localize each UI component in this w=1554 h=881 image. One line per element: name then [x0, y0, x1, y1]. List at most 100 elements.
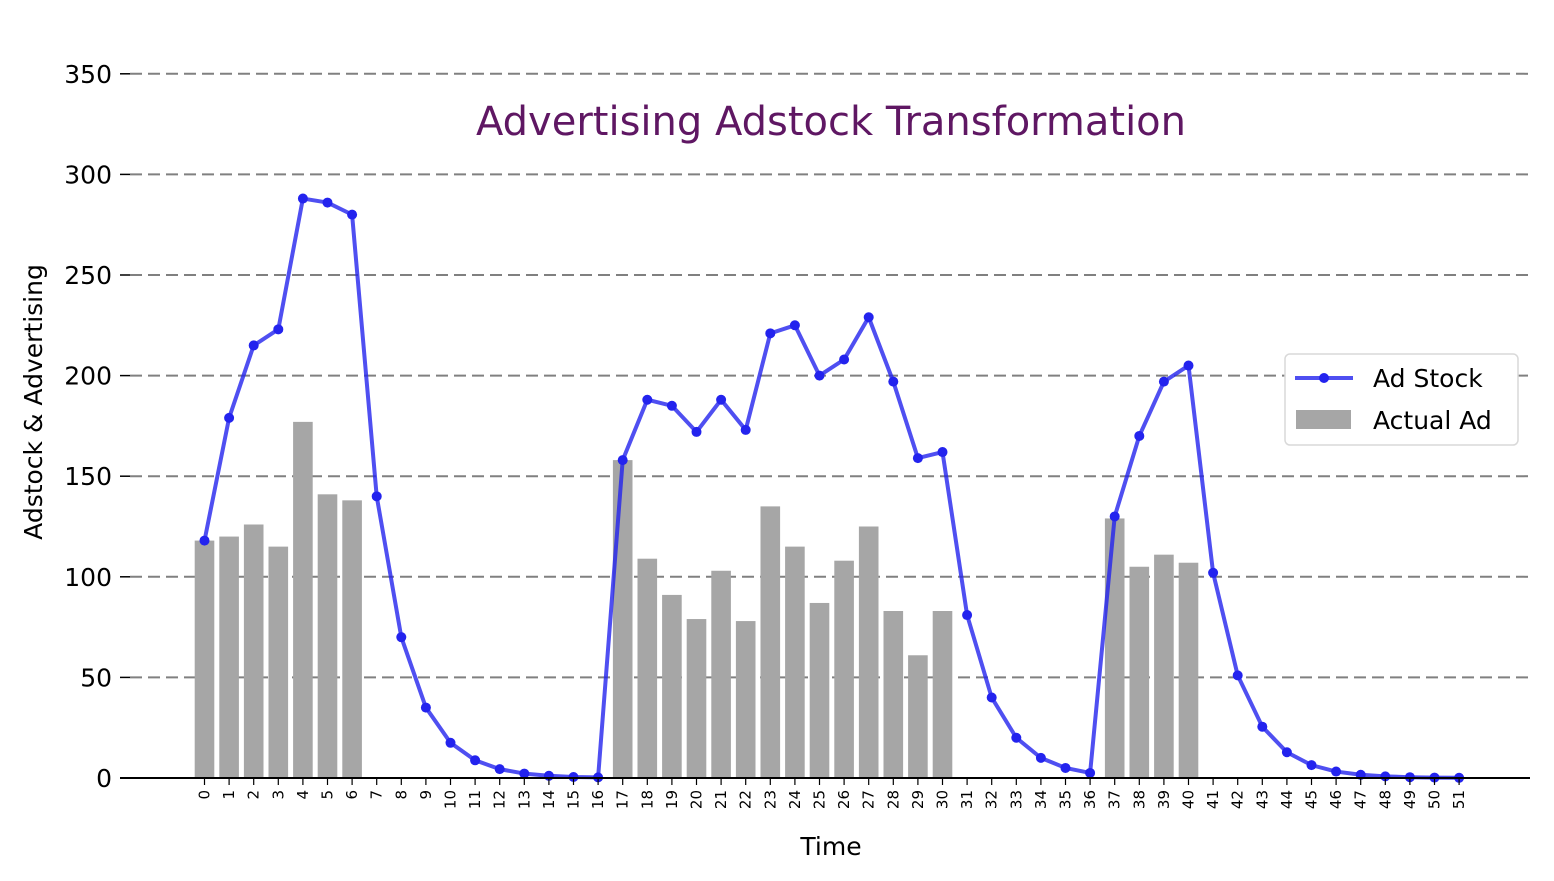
x-tick-label: 30 — [934, 790, 952, 809]
actual-ad-bar — [1129, 566, 1150, 778]
actual-ad-bar — [883, 611, 904, 778]
actual-ad-bar — [293, 421, 313, 778]
x-tick-label: 15 — [565, 790, 583, 809]
x-tick-label: 28 — [884, 790, 902, 809]
legend-ad-stock-label: Ad Stock — [1373, 364, 1483, 393]
x-tick-label: 13 — [515, 790, 533, 809]
actual-ad-bar — [1104, 518, 1125, 778]
x-tick-label: 24 — [786, 790, 804, 809]
ad-stock-point — [789, 320, 800, 331]
x-tick-label: 23 — [761, 790, 779, 809]
actual-ad-bar — [194, 540, 215, 778]
legend: Ad Stock Actual Ad — [1284, 353, 1519, 446]
legend-actual-ad-label: Actual Ad — [1373, 406, 1492, 435]
actual-ad-bar — [858, 526, 879, 778]
x-tick-label: 43 — [1253, 790, 1271, 809]
x-tick-label: 36 — [1081, 790, 1099, 809]
x-tick-label: 25 — [811, 790, 829, 809]
ad-stock-point — [1158, 376, 1169, 387]
x-tick-label: 45 — [1303, 790, 1321, 809]
ad-stock-point — [445, 737, 456, 748]
ad-stock-point — [986, 692, 997, 703]
ad-stock-point — [1011, 732, 1022, 743]
ad-stock-point — [839, 354, 850, 365]
ad-stock-point — [1331, 766, 1342, 777]
actual-ad-bar — [932, 611, 953, 778]
y-tick-label: 300 — [64, 160, 112, 189]
x-tick-label: 48 — [1376, 790, 1394, 809]
ad-stock-point — [617, 455, 628, 466]
x-tick-label: 49 — [1401, 790, 1419, 809]
ad-stock-point — [248, 340, 259, 351]
x-tick-label: 9 — [417, 790, 435, 800]
x-tick-label: 31 — [958, 790, 976, 809]
y-tick-label: 250 — [64, 261, 112, 290]
x-tick-label: 1 — [220, 790, 238, 800]
x-tick-label: 19 — [663, 790, 681, 809]
actual-ad-bar — [268, 546, 289, 778]
ad-stock-point — [494, 764, 505, 775]
y-tick-label: 100 — [64, 563, 112, 592]
actual-ad-bar — [908, 655, 928, 778]
x-tick-label: 14 — [540, 790, 558, 809]
x-tick-label: 51 — [1450, 790, 1468, 809]
x-tick-label: 7 — [368, 790, 386, 800]
ad-stock-point — [1134, 430, 1145, 441]
actual-ad-bar — [219, 536, 239, 778]
ad-stock-point — [716, 394, 727, 405]
x-tick-label: 5 — [319, 790, 337, 800]
ad-stock-point — [297, 193, 308, 204]
ad-stock-point — [666, 400, 677, 411]
legend-actual-ad-swatch — [1296, 410, 1351, 429]
y-tick-label: 150 — [64, 462, 112, 491]
x-tick-label: 34 — [1032, 790, 1050, 809]
ad-stock-line — [202, 196, 1460, 780]
ad-stock-point — [740, 424, 751, 435]
actual-ad-bar — [662, 594, 682, 778]
ad-stock-point — [1232, 670, 1243, 681]
y-tick-label: 0 — [96, 764, 112, 793]
ad-stock-point — [1060, 762, 1071, 773]
x-tick-label: 38 — [1130, 790, 1148, 809]
x-tick-label: 50 — [1426, 790, 1444, 809]
ad-stock-point — [199, 535, 210, 546]
x-tick-label: 6 — [343, 790, 361, 800]
ad-stock-point — [912, 453, 923, 464]
actual-ad-bar — [637, 558, 658, 778]
ad-stock-point — [1109, 511, 1120, 522]
legend-ad-stock-marker — [1319, 373, 1329, 383]
ad-stock-point — [1306, 760, 1317, 771]
x-tick-label: 17 — [614, 790, 632, 809]
x-tick-label: 29 — [909, 790, 927, 809]
x-tick-label: 2 — [245, 790, 263, 800]
x-tick-label: 16 — [589, 790, 607, 809]
actual-ad-bar — [686, 619, 707, 778]
x-tick-label: 40 — [1180, 790, 1198, 809]
ad-stock-point — [962, 610, 973, 621]
ad-stock-point — [322, 197, 333, 208]
ad-stock-point — [396, 632, 407, 643]
ad-stock-point — [814, 370, 825, 381]
actual-ad-bars — [194, 421, 1199, 778]
x-tick-label: 18 — [638, 790, 656, 809]
x-tick-label: 42 — [1229, 790, 1247, 809]
actual-ad-bar — [834, 560, 854, 778]
ad-stock-point — [691, 426, 702, 437]
x-tick-label: 27 — [860, 790, 878, 809]
ad-stock-point — [1183, 360, 1194, 371]
ad-stock-point — [568, 771, 579, 782]
actual-ad-bar — [1178, 562, 1199, 778]
ad-stock-point — [642, 394, 653, 405]
ad-stock-point — [1281, 747, 1292, 758]
actual-ad-bar — [342, 500, 362, 778]
ad-stock-point — [863, 312, 874, 323]
x-tick-label: 39 — [1155, 790, 1173, 809]
x-axis-label: Time — [799, 832, 861, 861]
y-tick-label: 350 — [64, 60, 112, 89]
ad-stock-point — [1035, 752, 1046, 763]
x-tick-label: 44 — [1278, 790, 1296, 809]
actual-ad-bar — [809, 602, 830, 778]
x-tick-label: 0 — [196, 790, 214, 800]
ad-stock-point — [420, 702, 431, 713]
